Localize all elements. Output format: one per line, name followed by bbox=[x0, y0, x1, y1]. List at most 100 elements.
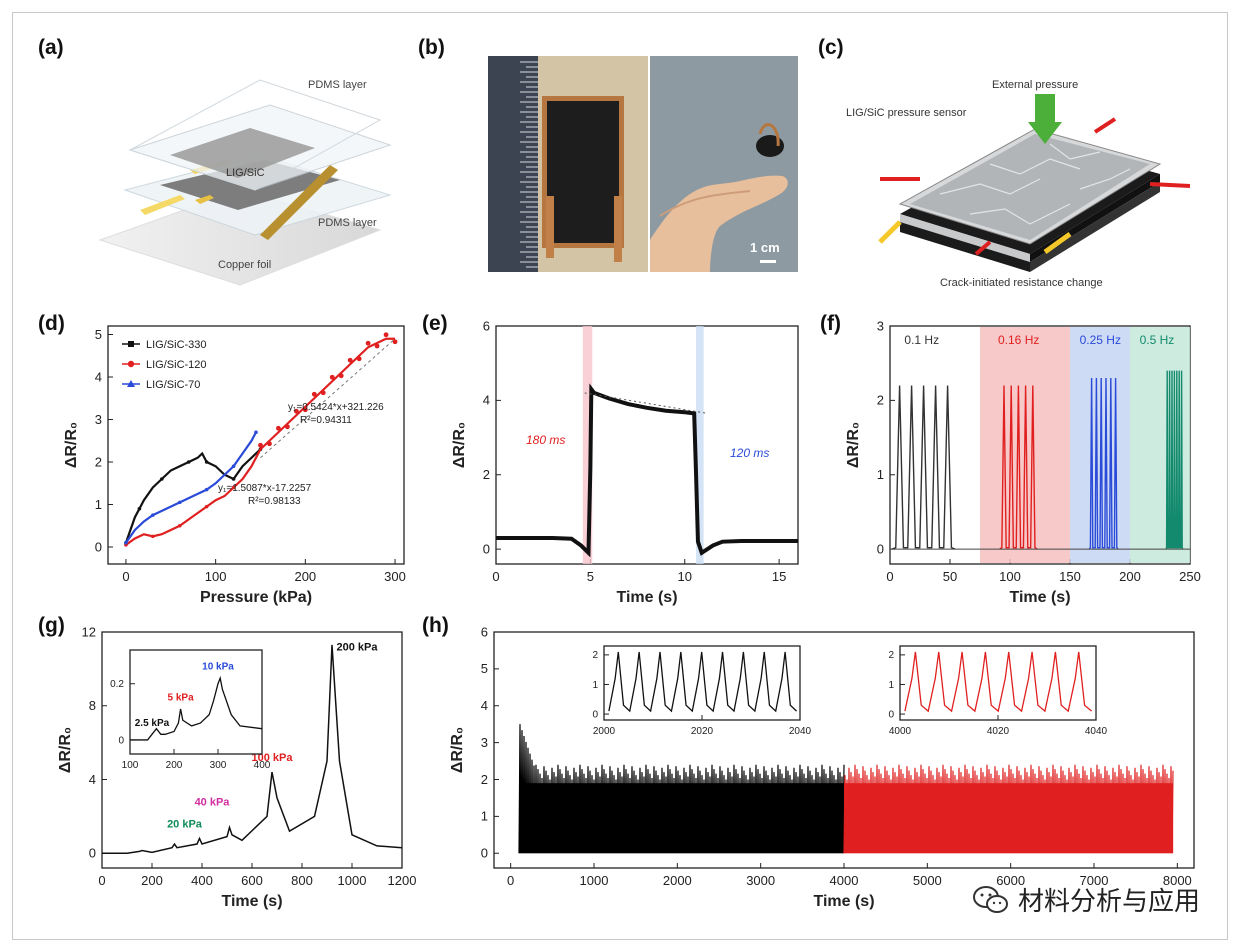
data-point bbox=[302, 407, 308, 413]
data-point bbox=[329, 374, 335, 380]
x-tick-label: 1000 bbox=[580, 873, 609, 888]
copper-strip-left bbox=[140, 195, 185, 215]
y-tick-label: 4 bbox=[483, 393, 490, 408]
x-tick-label: 300 bbox=[384, 569, 406, 584]
copper-strip-right bbox=[260, 165, 338, 240]
series-0-line bbox=[891, 385, 956, 550]
annotation: y₁=0.5424*x+321.226 bbox=[288, 402, 384, 413]
pressure-arrow-head bbox=[1028, 122, 1062, 144]
x-tick-label: 200 bbox=[1119, 569, 1141, 584]
x-tick-label: 1000 bbox=[338, 873, 367, 888]
data-point bbox=[383, 332, 389, 338]
label-pdms-bottom: PDMS layer bbox=[318, 217, 377, 229]
x-tick-label: 800 bbox=[291, 873, 313, 888]
legend-label: LIG/SiC-330 bbox=[146, 339, 207, 351]
x-axis-label: Time (s) bbox=[813, 893, 874, 910]
lig-sic-layer bbox=[170, 128, 315, 178]
legend-label: LIG/SiC-120 bbox=[146, 359, 207, 371]
y-tick-label: 0 bbox=[118, 735, 124, 746]
panel-label-c: (c) bbox=[818, 36, 844, 59]
data-point bbox=[137, 506, 142, 511]
x-tick-label: 600 bbox=[241, 873, 263, 888]
series-2-line bbox=[1088, 378, 1119, 550]
x-axis-label: Time (s) bbox=[616, 589, 677, 606]
x-tick-label: 2000 bbox=[593, 726, 616, 737]
y-tick-label: 8 bbox=[89, 698, 96, 713]
plot-frame bbox=[107, 325, 405, 565]
y-tick-label: 0.2 bbox=[110, 679, 124, 690]
x-axis-label: Pressure (kPa) bbox=[200, 589, 312, 606]
x-tick-label: 10 bbox=[678, 569, 692, 584]
pressure-label: 20 kPa bbox=[167, 818, 203, 830]
data-point bbox=[392, 339, 398, 345]
legend-label: LIG/SiC-70 bbox=[146, 379, 200, 391]
data-point bbox=[186, 460, 191, 464]
x-tick-label: 50 bbox=[943, 569, 957, 584]
watermark: 材料分析与应用 bbox=[972, 881, 1200, 918]
annotation: R²=0.98133 bbox=[248, 496, 301, 507]
y-tick-label: 3 bbox=[877, 318, 884, 333]
data-point bbox=[347, 357, 353, 363]
label-lig-sic: LIG/SiC bbox=[226, 167, 265, 179]
y-tick-label: 12 bbox=[82, 624, 96, 639]
y-tick-label: 1 bbox=[592, 680, 598, 691]
plot-frame bbox=[129, 649, 263, 755]
panel-label-e: (e) bbox=[422, 312, 448, 335]
inset-bg bbox=[130, 650, 262, 754]
label-pdms-top: PDMS layer bbox=[308, 79, 367, 91]
y-tick-label: 4 bbox=[89, 772, 96, 787]
data-point bbox=[254, 430, 258, 435]
wechat-icon bbox=[972, 885, 1008, 913]
x-tick-label: 4000 bbox=[889, 726, 912, 737]
data-point bbox=[267, 441, 272, 447]
panel-b-photo-hand: 1 cm bbox=[650, 56, 798, 272]
x-tick-label: 250 bbox=[1179, 569, 1201, 584]
y-tick-label: 0 bbox=[481, 846, 488, 861]
data-point bbox=[311, 391, 317, 397]
x-tick-label: 4020 bbox=[987, 726, 1010, 737]
y-tick-label: 5 bbox=[95, 327, 102, 342]
pressure-label: 200 kPa bbox=[337, 641, 379, 653]
label-crack-caption: Crack-initiated resistance change bbox=[940, 277, 1103, 289]
data-point bbox=[177, 500, 182, 505]
legend-marker bbox=[127, 360, 135, 368]
data-point bbox=[258, 442, 263, 448]
y-axis-label: ΔR/R₀ bbox=[449, 727, 466, 773]
data-point bbox=[204, 460, 209, 464]
y-tick-label: 3 bbox=[95, 412, 102, 427]
frequency-label: 0.1 Hz bbox=[904, 333, 939, 347]
guide-line bbox=[584, 392, 708, 414]
x-tick-label: 0 bbox=[492, 569, 499, 584]
y-tick-label: 5 bbox=[481, 661, 488, 676]
x-tick-label: 6000 bbox=[996, 873, 1025, 888]
data-point bbox=[204, 487, 209, 492]
inset-label: 2.5 kPa bbox=[135, 718, 170, 729]
pressure-label: 40 kPa bbox=[195, 796, 231, 808]
y-tick-label: 3 bbox=[481, 735, 488, 750]
y-axis-label: ΔR/R₀ bbox=[845, 422, 862, 468]
inset-curve bbox=[608, 651, 798, 713]
x-tick-label: 4000 bbox=[830, 873, 859, 888]
data-point bbox=[338, 373, 344, 379]
inset-label: 10 kPa bbox=[202, 662, 234, 673]
x-tick-label: 400 bbox=[191, 873, 213, 888]
cycle-body-0 bbox=[519, 783, 844, 854]
x-tick-label: 100 bbox=[122, 760, 139, 771]
frequency-label: 0.16 Hz bbox=[998, 333, 1039, 347]
chart-d: 0 100 200 300 0 1 2 3 4 5 Pressure (kPa) ΔR/R₀ LIG/S… bbox=[63, 325, 406, 606]
data-point bbox=[284, 424, 290, 430]
y-tick-label: 0 bbox=[95, 539, 102, 554]
x-tick-label: 400 bbox=[254, 760, 271, 771]
y-tick-label: 2 bbox=[95, 454, 102, 469]
y-tick-label: 0 bbox=[592, 709, 598, 720]
sensor-sample bbox=[542, 96, 624, 248]
data-point bbox=[151, 513, 155, 517]
y-axis-label: ΔR/R₀ bbox=[57, 727, 74, 773]
x-tick-label: 2020 bbox=[691, 726, 714, 737]
response-curve bbox=[496, 383, 798, 558]
y-tick-label: 0 bbox=[877, 541, 884, 556]
panel-label-g: (g) bbox=[38, 614, 65, 637]
y-axis-label: ΔR/R₀ bbox=[451, 422, 468, 468]
x-tick-label: 5 bbox=[587, 569, 594, 584]
annotation-fall-time: 120 ms bbox=[730, 446, 769, 460]
